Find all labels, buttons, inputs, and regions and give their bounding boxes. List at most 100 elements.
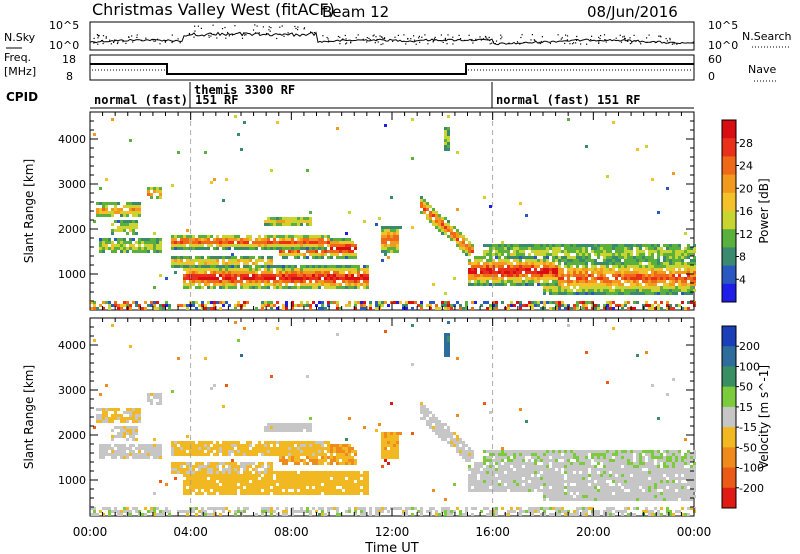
range-cell bbox=[678, 283, 681, 286]
range-cell bbox=[507, 453, 510, 456]
range-cell bbox=[291, 453, 294, 456]
range-cell bbox=[345, 232, 348, 235]
range-cell bbox=[294, 492, 297, 495]
range-cell bbox=[681, 280, 684, 283]
range-cell bbox=[204, 280, 207, 283]
range-cell bbox=[642, 289, 645, 292]
range-cell bbox=[426, 411, 429, 414]
range-cell bbox=[513, 247, 516, 250]
range-cell bbox=[369, 510, 372, 513]
range-cell bbox=[687, 250, 690, 253]
range-cell bbox=[672, 274, 675, 277]
range-cell bbox=[210, 268, 213, 271]
range-cell bbox=[579, 247, 582, 250]
range-cell bbox=[360, 283, 363, 286]
range-cell bbox=[228, 510, 231, 513]
range-cell bbox=[627, 265, 630, 268]
range-cell bbox=[297, 271, 300, 274]
range-cell bbox=[102, 420, 105, 423]
range-cell bbox=[234, 274, 237, 277]
range-cell bbox=[507, 456, 510, 459]
range-cell bbox=[303, 280, 306, 283]
range-cell bbox=[270, 169, 273, 172]
range-cell bbox=[465, 247, 468, 250]
range-cell bbox=[192, 277, 195, 280]
range-cell bbox=[651, 247, 654, 250]
range-cell bbox=[492, 280, 495, 283]
range-cell bbox=[348, 450, 351, 453]
range-cell bbox=[651, 289, 654, 292]
range-cell bbox=[654, 271, 657, 274]
range-cell bbox=[270, 283, 273, 286]
noise-sample bbox=[350, 41, 352, 43]
range-cell bbox=[270, 262, 273, 265]
range-cell bbox=[441, 301, 444, 304]
range-cell bbox=[282, 480, 285, 483]
range-cell bbox=[450, 513, 453, 516]
range-cell bbox=[627, 286, 630, 289]
range-cell bbox=[474, 274, 477, 277]
range-cell bbox=[483, 507, 486, 510]
range-cell bbox=[117, 414, 120, 417]
range-cell bbox=[315, 274, 318, 277]
range-cell bbox=[252, 462, 255, 465]
range-cell bbox=[186, 462, 189, 465]
range-cell bbox=[669, 253, 672, 256]
range-cell bbox=[342, 286, 345, 289]
range-cell bbox=[348, 477, 351, 480]
range-cell bbox=[270, 450, 273, 453]
range-cell bbox=[297, 277, 300, 280]
range-cell bbox=[513, 268, 516, 271]
range-cell bbox=[687, 262, 690, 265]
range-cell bbox=[306, 277, 309, 280]
range-cell bbox=[147, 510, 150, 513]
range-cell bbox=[351, 274, 354, 277]
range-cell bbox=[444, 432, 447, 435]
range-cell bbox=[480, 462, 483, 465]
range-cell bbox=[510, 450, 513, 453]
range-cell bbox=[558, 247, 561, 250]
range-cell bbox=[669, 262, 672, 265]
range-cell bbox=[108, 238, 111, 241]
range-cell bbox=[150, 301, 153, 304]
range-cell bbox=[381, 453, 384, 456]
range-cell bbox=[513, 277, 516, 280]
range-cell bbox=[489, 265, 492, 268]
range-cell bbox=[120, 450, 123, 453]
range-cell bbox=[171, 244, 174, 247]
range-cell bbox=[600, 271, 603, 274]
range-cell bbox=[129, 223, 132, 226]
range-cell bbox=[363, 489, 366, 492]
range-cell bbox=[300, 241, 303, 244]
range-cell bbox=[312, 250, 315, 253]
range-cell bbox=[183, 441, 186, 444]
noise-sample bbox=[530, 39, 532, 41]
range-cell bbox=[267, 256, 270, 259]
range-cell bbox=[141, 447, 144, 450]
range-cell bbox=[618, 250, 621, 253]
range-cell bbox=[225, 492, 228, 495]
range-cell bbox=[534, 277, 537, 280]
noise-sample bbox=[337, 35, 339, 38]
range-cell bbox=[234, 238, 237, 241]
range-cell bbox=[144, 447, 147, 450]
range-cell bbox=[102, 411, 105, 414]
range-cell bbox=[273, 235, 276, 238]
range-cell bbox=[96, 513, 99, 516]
range-cell bbox=[648, 247, 651, 250]
range-cell bbox=[174, 465, 177, 468]
range-cell bbox=[171, 262, 174, 265]
range-cell bbox=[288, 447, 291, 450]
range-cell bbox=[654, 274, 657, 277]
range-cell bbox=[441, 426, 444, 429]
range-cell bbox=[135, 202, 138, 205]
range-cell bbox=[354, 280, 357, 283]
range-cell bbox=[282, 244, 285, 247]
range-cell bbox=[297, 247, 300, 250]
range-cell bbox=[378, 423, 381, 426]
range-cell bbox=[153, 301, 156, 304]
noise-sample bbox=[519, 43, 521, 45]
range-cell bbox=[237, 480, 240, 483]
range-cell bbox=[639, 283, 642, 286]
